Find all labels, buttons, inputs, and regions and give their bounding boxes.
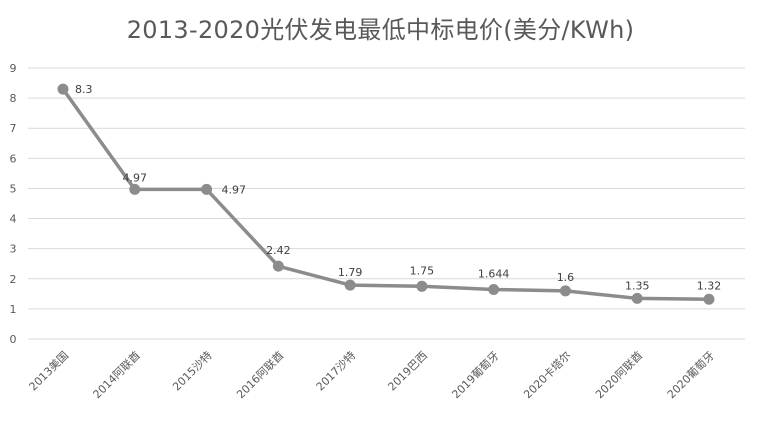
data-point — [703, 293, 715, 305]
y-tick-label: 4 — [10, 213, 17, 226]
x-tick-label: 2019葡萄牙 — [449, 349, 501, 401]
y-tick-label: 3 — [10, 243, 17, 256]
chart-title: 2013-2020光伏发电最低中标电价(美分/KWh) — [126, 16, 635, 44]
y-tick-label: 5 — [10, 182, 17, 195]
data-point — [344, 279, 356, 291]
x-tick-label: 2017沙特 — [313, 348, 358, 393]
x-tick-label: 2020阿联酋 — [592, 348, 645, 401]
x-tick-label: 2019巴西 — [385, 349, 430, 394]
data-label: 1.6 — [557, 271, 575, 284]
data-label: 1.644 — [478, 267, 510, 280]
y-tick-label: 8 — [10, 92, 17, 105]
x-tick-label: 2014阿联酋 — [90, 348, 143, 401]
data-point — [416, 280, 428, 292]
data-label: 2.42 — [266, 244, 291, 257]
y-tick-label: 0 — [10, 333, 17, 346]
data-label: 1.75 — [410, 264, 435, 277]
y-tick-label: 9 — [10, 62, 17, 75]
x-tick-label: 2013美国 — [27, 349, 72, 394]
y-axis-ticks: 0 1 2 3 4 5 6 7 8 9 — [10, 62, 17, 346]
x-axis-ticks: 2013美国 2014阿联酋 2015沙特 2016阿联酋 2017沙特 2019巴西 20… — [27, 348, 718, 401]
y-tick-label: 2 — [10, 273, 17, 286]
data-label: 1.32 — [697, 279, 722, 292]
y-tick-label: 1 — [10, 303, 17, 316]
y-tick-label: 6 — [10, 152, 17, 165]
data-labels: 8.3 4.97 4.97 2.42 1.79 1.75 1.644 1.6 1.35 1.32 — [75, 83, 721, 292]
gridlines — [28, 67, 745, 340]
x-tick-label: 2020卡塔尔 — [521, 349, 573, 401]
data-point — [631, 292, 643, 304]
data-points — [57, 83, 715, 305]
series-line-path — [61, 88, 710, 302]
data-point — [488, 283, 500, 295]
data-point — [559, 285, 571, 297]
data-label: 8.3 — [75, 83, 93, 96]
series-line — [61, 88, 710, 302]
y-tick-label: 7 — [10, 122, 17, 135]
data-label: 1.79 — [338, 266, 363, 279]
data-label: 4.97 — [222, 183, 247, 196]
x-tick-label: 2020葡萄牙 — [665, 349, 717, 401]
x-tick-label: 2016阿联酋 — [233, 348, 286, 401]
data-label: 1.35 — [625, 279, 650, 292]
data-point — [57, 83, 69, 95]
data-point — [129, 183, 141, 195]
data-point — [201, 183, 213, 195]
data-label: 4.97 — [123, 171, 148, 184]
x-tick-label: 2015沙特 — [169, 348, 214, 393]
data-point — [272, 260, 284, 272]
